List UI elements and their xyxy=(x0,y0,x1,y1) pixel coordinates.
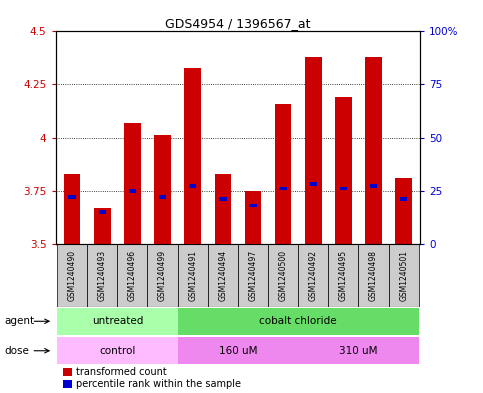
Bar xyxy=(219,197,227,201)
Text: 310 uM: 310 uM xyxy=(339,346,378,356)
Bar xyxy=(63,380,72,388)
Bar xyxy=(64,174,80,244)
Bar xyxy=(305,57,322,244)
Text: GSM1240493: GSM1240493 xyxy=(98,250,107,301)
Title: GDS4954 / 1396567_at: GDS4954 / 1396567_at xyxy=(165,17,311,30)
Bar xyxy=(279,187,287,190)
Text: GSM1240500: GSM1240500 xyxy=(279,250,287,301)
Bar xyxy=(335,97,352,244)
Text: transformed count: transformed count xyxy=(76,367,166,377)
Text: GSM1240496: GSM1240496 xyxy=(128,250,137,301)
Bar xyxy=(298,338,419,364)
Bar xyxy=(340,187,347,190)
Bar xyxy=(178,338,298,364)
Bar xyxy=(214,174,231,244)
Bar xyxy=(57,244,87,307)
Bar xyxy=(370,184,377,188)
Bar xyxy=(94,208,111,244)
Bar xyxy=(57,338,178,364)
Bar xyxy=(124,123,141,244)
Bar xyxy=(57,308,178,334)
Bar xyxy=(396,178,412,244)
Text: percentile rank within the sample: percentile rank within the sample xyxy=(76,379,241,389)
Bar xyxy=(208,244,238,307)
Bar xyxy=(159,195,166,199)
Bar xyxy=(99,210,106,214)
Bar xyxy=(147,244,178,307)
Bar xyxy=(298,244,328,307)
Text: GSM1240499: GSM1240499 xyxy=(158,250,167,301)
Text: GSM1240495: GSM1240495 xyxy=(339,250,348,301)
Text: GSM1240492: GSM1240492 xyxy=(309,250,318,301)
Text: GSM1240494: GSM1240494 xyxy=(218,250,227,301)
Bar xyxy=(63,368,72,376)
Bar xyxy=(365,57,382,244)
Text: control: control xyxy=(99,346,136,356)
Bar xyxy=(117,244,147,307)
Bar xyxy=(154,136,171,244)
Bar xyxy=(388,244,419,307)
Bar xyxy=(310,182,317,186)
Text: untreated: untreated xyxy=(92,316,143,326)
Bar xyxy=(268,244,298,307)
Text: dose: dose xyxy=(5,346,30,356)
Text: GSM1240497: GSM1240497 xyxy=(248,250,257,301)
Bar xyxy=(178,244,208,307)
Bar xyxy=(328,244,358,307)
Bar xyxy=(189,184,197,188)
Bar xyxy=(249,204,256,208)
Bar xyxy=(400,197,407,201)
Bar xyxy=(87,244,117,307)
Text: cobalt chloride: cobalt chloride xyxy=(259,316,337,326)
Text: GSM1240501: GSM1240501 xyxy=(399,250,408,301)
Bar xyxy=(69,195,76,199)
Text: GSM1240490: GSM1240490 xyxy=(68,250,77,301)
Text: 160 uM: 160 uM xyxy=(219,346,257,356)
Text: GSM1240498: GSM1240498 xyxy=(369,250,378,301)
Text: agent: agent xyxy=(5,316,35,326)
Bar xyxy=(238,244,268,307)
Text: GSM1240491: GSM1240491 xyxy=(188,250,197,301)
Bar xyxy=(245,191,261,244)
Bar xyxy=(178,308,419,334)
Bar xyxy=(275,104,291,244)
Bar xyxy=(185,68,201,244)
Bar xyxy=(358,244,388,307)
Bar xyxy=(128,189,136,193)
